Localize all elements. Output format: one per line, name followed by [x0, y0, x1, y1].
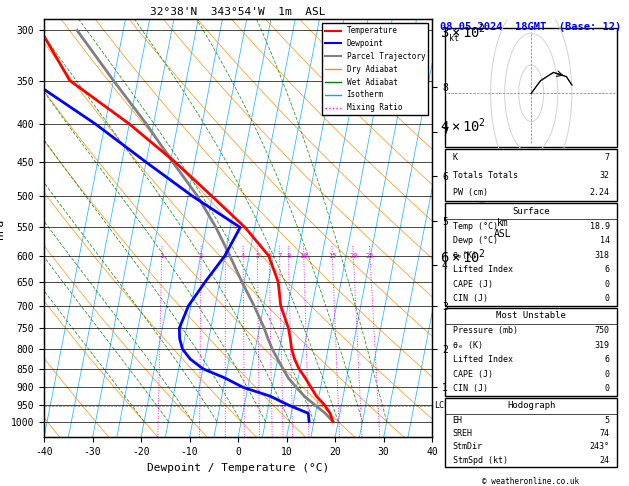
Text: 0: 0: [604, 369, 610, 379]
Text: StmSpd (kt): StmSpd (kt): [453, 455, 508, 465]
Legend: Temperature, Dewpoint, Parcel Trajectory, Dry Adiabat, Wet Adiabat, Isotherm, Mi: Temperature, Dewpoint, Parcel Trajectory…: [322, 23, 428, 115]
Text: K: K: [453, 153, 458, 162]
Text: Lifted Index: Lifted Index: [453, 265, 513, 274]
Text: 6: 6: [267, 253, 271, 259]
Text: 0: 0: [604, 384, 610, 393]
Text: 318: 318: [595, 251, 610, 260]
Y-axis label: km
ASL: km ASL: [493, 218, 511, 239]
Text: 6: 6: [604, 265, 610, 274]
Text: 24: 24: [600, 455, 610, 465]
Text: 15: 15: [328, 253, 337, 259]
Y-axis label: hPa: hPa: [0, 218, 5, 239]
Bar: [445, 308, 617, 396]
Text: Surface: Surface: [513, 207, 550, 216]
Text: Lifted Index: Lifted Index: [453, 355, 513, 364]
Title: 32°38'N  343°54'W  1m  ASL: 32°38'N 343°54'W 1m ASL: [150, 7, 326, 17]
Text: 0: 0: [604, 279, 610, 289]
Text: 6: 6: [604, 355, 610, 364]
Text: Dewp (°C): Dewp (°C): [453, 236, 498, 245]
Text: 8: 8: [286, 253, 291, 259]
Text: 20: 20: [349, 253, 357, 259]
Text: 5: 5: [604, 416, 610, 425]
Text: Hodograph: Hodograph: [507, 401, 555, 410]
Text: 74: 74: [600, 429, 610, 438]
Bar: [445, 28, 617, 147]
Text: θₑ (K): θₑ (K): [453, 341, 482, 350]
Text: 2.24: 2.24: [590, 188, 610, 197]
Bar: [445, 398, 617, 467]
Text: Totals Totals: Totals Totals: [453, 171, 518, 180]
Text: 10: 10: [299, 253, 308, 259]
Text: Mixing Ratio (g/kg): Mixing Ratio (g/kg): [478, 181, 487, 276]
Text: 14: 14: [600, 236, 610, 245]
Text: Pressure (mb): Pressure (mb): [453, 327, 518, 335]
Text: θₑ(K): θₑ(K): [453, 251, 477, 260]
Text: CIN (J): CIN (J): [453, 384, 487, 393]
Text: 7: 7: [277, 253, 282, 259]
Text: CAPE (J): CAPE (J): [453, 369, 493, 379]
Text: 4: 4: [241, 253, 245, 259]
Text: LCL: LCL: [435, 401, 450, 410]
Bar: [445, 203, 617, 306]
Text: SREH: SREH: [453, 429, 472, 438]
Text: Temp (°C): Temp (°C): [453, 222, 498, 231]
Text: Most Unstable: Most Unstable: [496, 311, 566, 320]
Text: 0: 0: [604, 294, 610, 303]
Text: 2: 2: [199, 253, 203, 259]
Text: 5: 5: [255, 253, 259, 259]
Text: 1: 1: [160, 253, 164, 259]
Text: 750: 750: [595, 327, 610, 335]
Text: 08.05.2024  18GMT  (Base: 12): 08.05.2024 18GMT (Base: 12): [440, 21, 621, 32]
Text: StmDir: StmDir: [453, 442, 482, 451]
Text: CIN (J): CIN (J): [453, 294, 487, 303]
Text: PW (cm): PW (cm): [453, 188, 487, 197]
Text: kt: kt: [449, 34, 459, 43]
Text: EH: EH: [453, 416, 463, 425]
Text: 3: 3: [223, 253, 227, 259]
Text: 319: 319: [595, 341, 610, 350]
Text: 18.9: 18.9: [590, 222, 610, 231]
Text: 243°: 243°: [590, 442, 610, 451]
Text: 32: 32: [600, 171, 610, 180]
X-axis label: Dewpoint / Temperature (°C): Dewpoint / Temperature (°C): [147, 463, 329, 473]
Text: CAPE (J): CAPE (J): [453, 279, 493, 289]
Text: 7: 7: [604, 153, 610, 162]
Bar: [445, 149, 617, 201]
Text: © weatheronline.co.uk: © weatheronline.co.uk: [482, 477, 579, 486]
Text: 25: 25: [365, 253, 374, 259]
